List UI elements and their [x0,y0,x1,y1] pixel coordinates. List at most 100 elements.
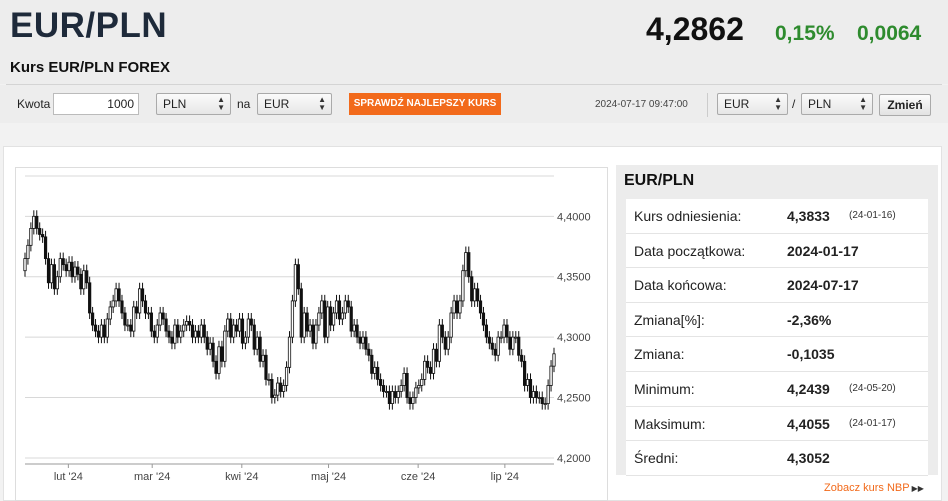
amount-label: Kwota [17,97,51,111]
candle-body [202,324,206,338]
candle-body [461,270,465,302]
candle-body [329,306,333,326]
candle-body [264,354,268,380]
candle-body [26,244,30,260]
candle-body [496,336,500,356]
stats-row: Data początkowa: 2024-01-17 [626,233,928,269]
best-rate-button[interactable]: SPRAWDŹ NAJLEPSZY KURS [349,93,501,115]
candle-body [358,336,362,344]
candle-body [376,366,380,380]
stats-value: 4,3833 [787,208,830,224]
amount-input[interactable]: 1000 [53,93,139,115]
stats-note: (24-01-16) [849,210,896,221]
candle-body [73,266,77,278]
candle-body [205,336,209,350]
candle-body [38,228,42,235]
candle-body [70,261,74,278]
candle-body [102,324,106,338]
rate-chart: 4,4000 4,3500 4,3000 4,2500 4,2000 lut '24 mar… [15,167,608,501]
x-tick-label: kwi '24 [225,471,258,483]
candle-body [49,264,54,284]
pair-to-select[interactable]: PLN ▲ ▼ [801,93,873,115]
pair-to-value: PLN [808,97,832,111]
candle-body [384,391,389,393]
nbp-rate-link[interactable]: Zobacz kurs NBP ▶▶ [824,482,924,494]
select-arrows-icon: ▲ ▼ [859,95,867,112]
current-rate: 4,2862 [646,11,744,47]
candle-body [305,312,309,332]
candle-body [446,336,450,350]
to-currency-select[interactable]: EUR ▲ ▼ [257,93,332,115]
candle-body [534,391,538,398]
stats-label: Data początkowa: [634,242,746,259]
candle-body [126,324,130,327]
candle-body [105,318,109,338]
pair-from-select[interactable]: EUR ▲ ▼ [717,93,788,115]
candle-body [370,354,374,374]
candle-body [314,324,318,344]
candle-body [478,300,483,314]
currency-converter: Kwota 1000 PLN ▲ ▼ na EUR ▲ ▼ SPRAWDŹ NAJL… [0,85,948,123]
x-tick-label: lut '24 [54,471,83,483]
candle-body [282,385,286,392]
stats-note: (24-01-17) [849,417,896,429]
y-tick-label: 4,2500 [557,393,591,405]
candle-body [196,330,200,338]
candle-body [428,366,433,374]
candle-body [287,336,292,368]
candle-body [334,300,339,314]
candle-body [414,387,418,398]
candle-body [199,324,203,338]
y-tick-label: 4,3000 [557,332,591,344]
candle-body [240,318,245,344]
candle-body [99,324,104,338]
candle-body [528,379,533,398]
candle-body [373,366,377,374]
candle-body [381,385,386,392]
candle-body [393,391,397,398]
candle-body [246,318,250,338]
select-arrows-icon: ▲ ▼ [217,95,225,112]
candle-body [64,264,68,272]
panel-title: EUR/PLN [624,172,695,189]
candle-body [379,379,383,386]
stats-value: 2024-01-17 [787,242,859,259]
candle-body [279,382,283,392]
change-pair-button[interactable]: Zmień [879,94,931,116]
candle-body [514,336,518,339]
candle-body [317,312,321,326]
candle-body [167,330,171,338]
candle-body [267,379,271,381]
candle-body [35,215,39,229]
candle-body [123,312,127,326]
candle-body [90,312,95,326]
candle-body [220,346,224,362]
candle-body [426,360,430,368]
stats-label: Minimum: [634,380,695,397]
candle-body [117,288,121,302]
candle-body [96,330,101,338]
y-tick-label: 4,2000 [557,453,591,465]
candle-body [23,258,27,272]
stats-value: 4,4055 [787,415,830,432]
candle-body [79,273,83,290]
candle-body [82,270,86,290]
candle-body [193,330,198,338]
candle-body [311,324,315,344]
candle-body [437,324,441,362]
x-tick-label: cze '24 [401,471,436,483]
candle-body [190,324,195,338]
stats-row: Kurs odniesienia: 4,3833 (24-01-16) [626,199,928,234]
candle-body [449,312,453,338]
from-currency-select[interactable]: PLN ▲ ▼ [156,93,231,115]
quote-timestamp: 2024-07-17 09:47:00 [595,99,688,110]
candle-body [226,318,230,332]
stats-label: Zmiana: [634,346,685,363]
candle-body [525,379,530,386]
candle-body [487,336,491,344]
y-tick-label: 4,4000 [557,211,591,223]
candle-body [508,336,512,350]
candle-body [237,318,242,332]
candle-body [135,306,139,314]
